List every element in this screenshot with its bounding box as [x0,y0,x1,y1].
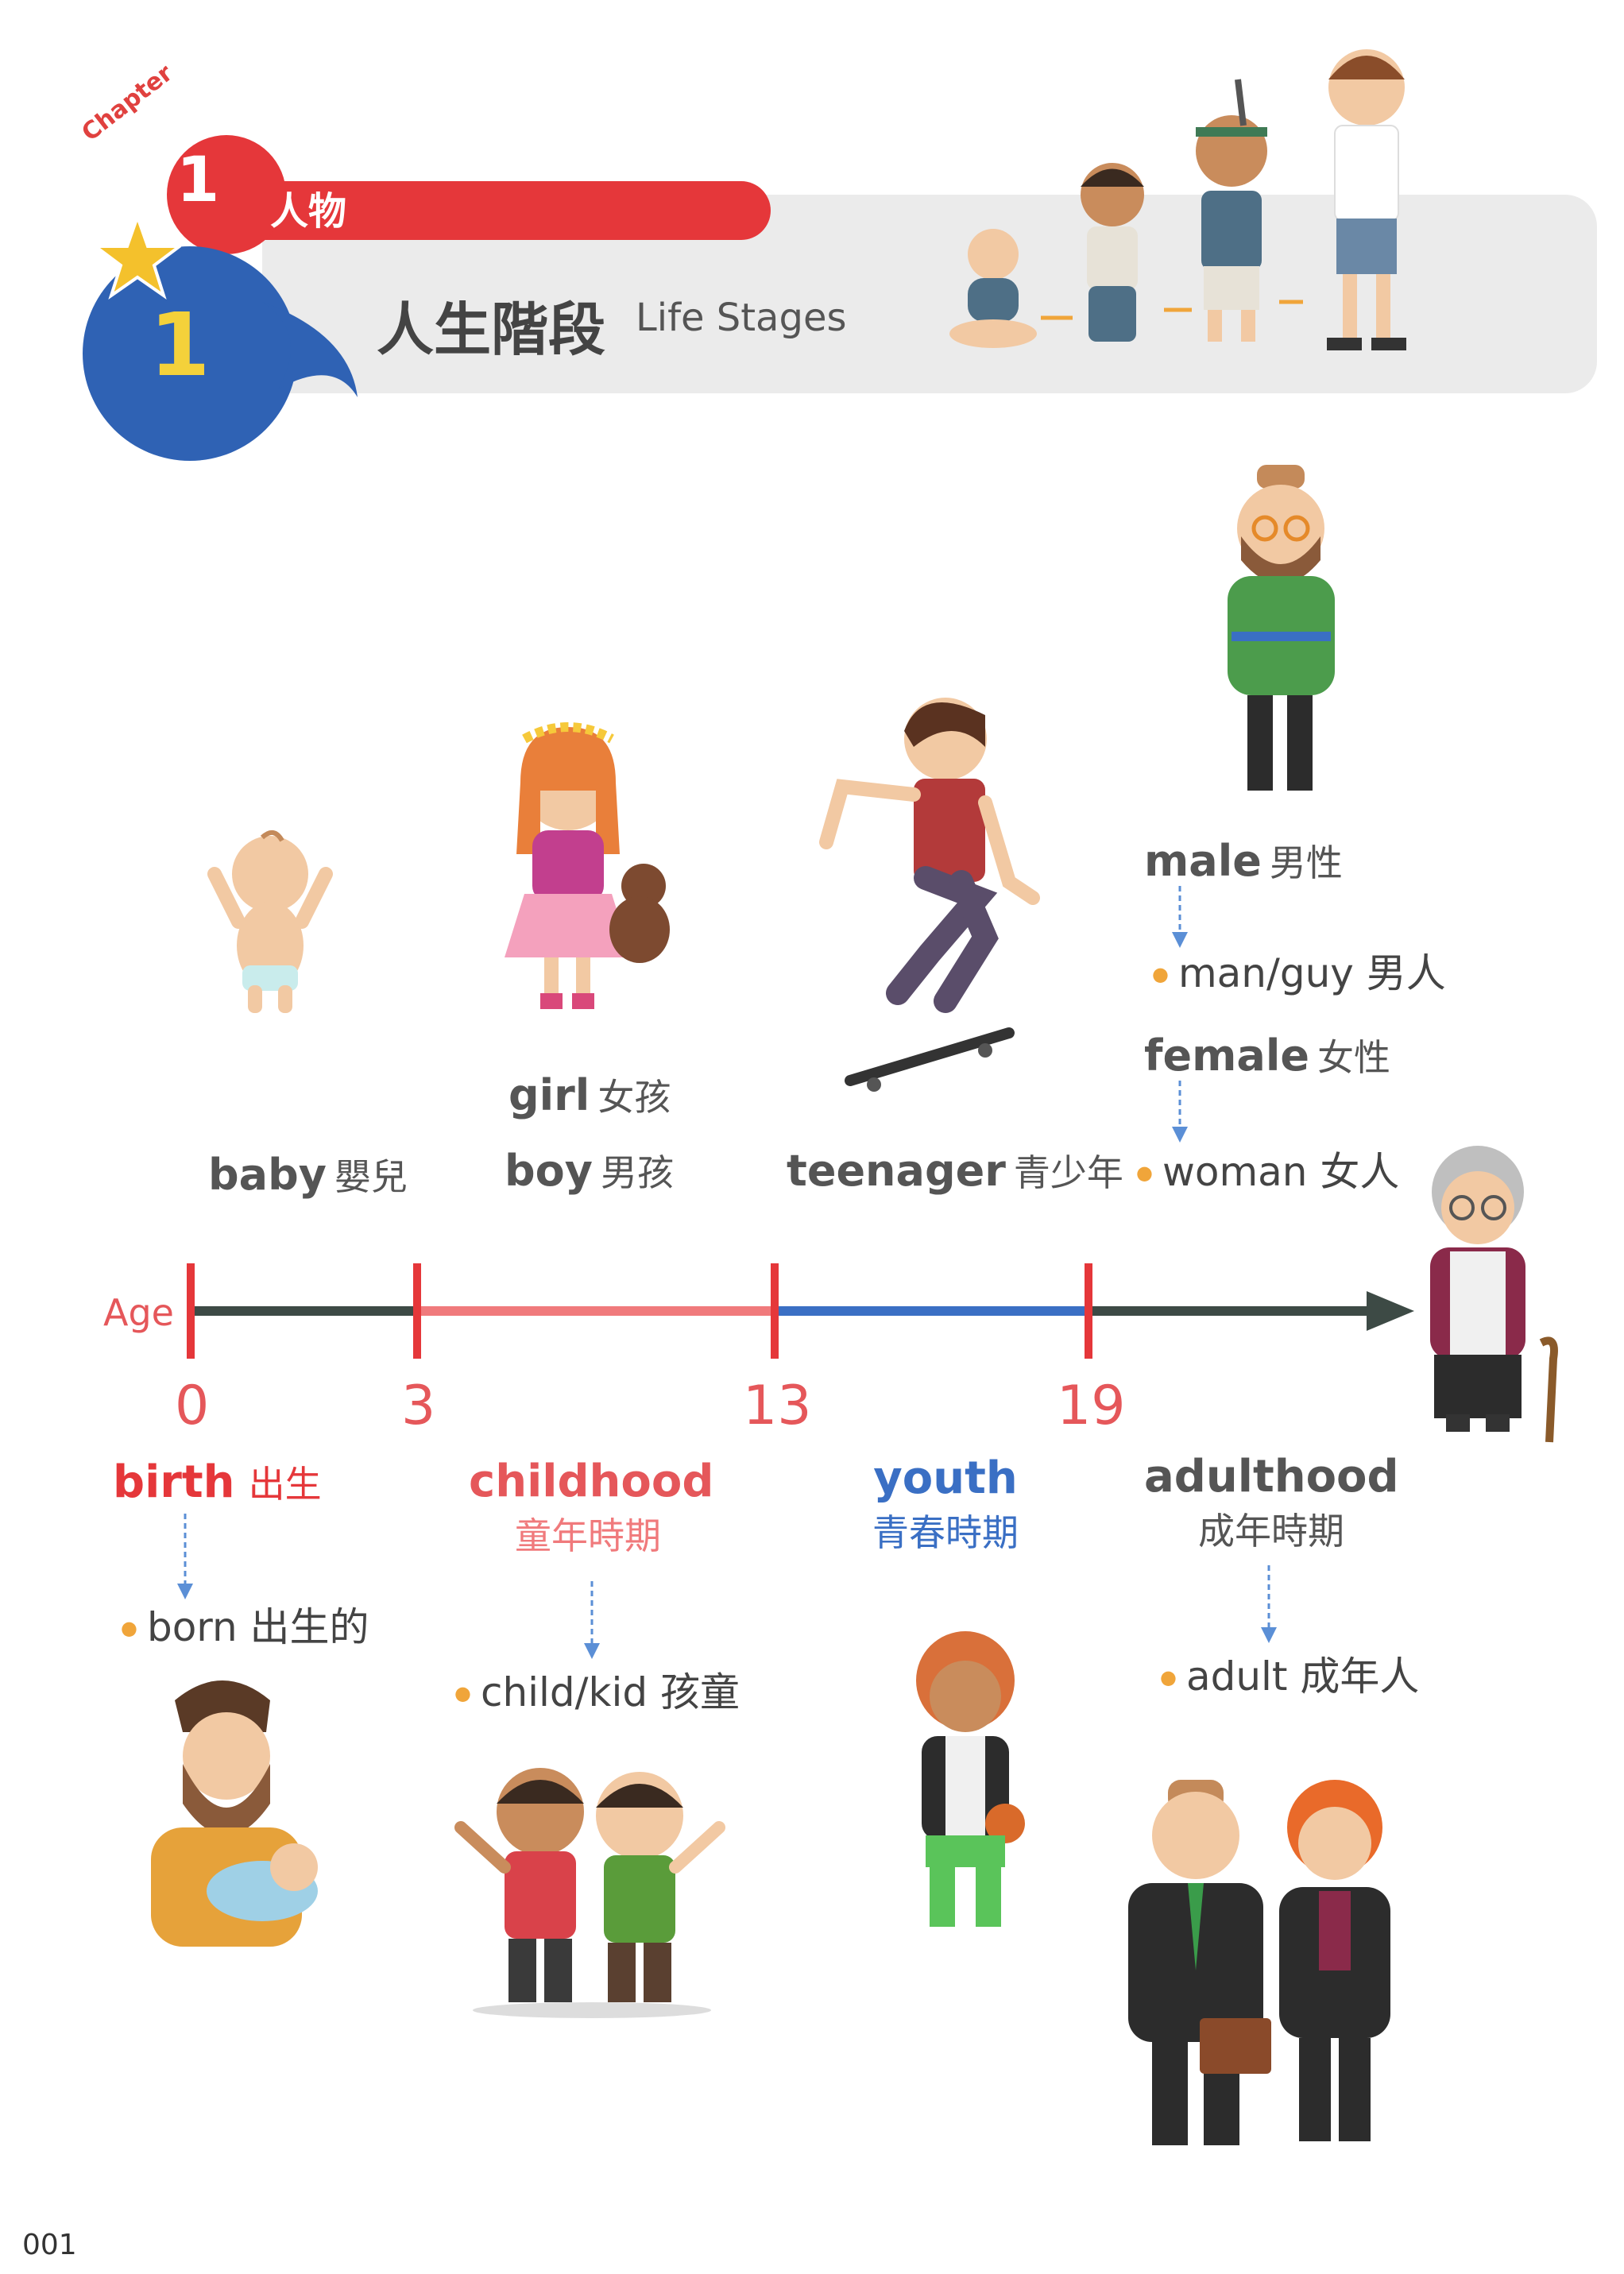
stage-childhood: childhood 童年時期 [469,1456,714,1557]
arrow-down-icon [584,1581,600,1659]
word-teenager: teenager 青少年 [787,1146,1123,1196]
word-boy: boy 男孩 [505,1146,674,1196]
youth-illustration [916,1631,1025,1927]
word-male: male 男性 [1144,836,1343,886]
word-man: man/guy 男人 [1152,942,1446,999]
teenager-illustration [819,698,1040,1092]
section-number: 1 [149,294,211,396]
children-illustration [454,1768,725,2018]
chapter-label: Chapter [76,59,179,147]
arrow-down-icon [177,1514,193,1599]
tick-label-13: 13 [743,1375,812,1437]
growing-boy-illustration [949,49,1406,350]
arrow-down-icon [1172,886,1188,948]
page-number: 001 [22,2229,77,2261]
chapter-number-badge [167,135,286,254]
chapter-title: 人物 [270,189,347,234]
arrow-down-icon [1172,1081,1188,1143]
word-girl: girl 女孩 [508,1070,671,1120]
tick-label-19: 19 [1057,1375,1126,1437]
baby-illustration [207,830,333,1013]
word-adult: adult 成年人 [1160,1645,1419,1702]
arrow-down-icon [1261,1565,1277,1643]
old-woman-illustration [1430,1146,1558,1443]
word-female: female 女性 [1144,1031,1390,1081]
axis-label: Age [103,1291,174,1334]
man-illustration [1228,465,1335,791]
adults-illustration [1128,1780,1390,2145]
word-woman: woman 女人 [1136,1140,1399,1197]
tick-label-0: 0 [175,1375,210,1437]
father-with-baby-illustration [151,1680,318,1947]
stage-adulthood: adulthood 成年時期 [1144,1451,1399,1553]
star-icon [94,213,181,300]
section-subtitle: Life Stages [636,296,847,340]
chapter-bar [191,181,771,240]
stage-birth: birth 出生 [113,1456,322,1508]
word-child: child/kid 孩童 [454,1661,740,1718]
age-timeline [187,1263,1414,1359]
word-born: born 出生的 [121,1595,369,1653]
tick-label-3: 3 [401,1375,436,1437]
chapter-number: 1 [176,145,220,216]
word-baby: baby 嬰兒 [208,1150,408,1200]
girl-illustration [505,722,670,1009]
section-title: 人生階段 [377,296,606,363]
stage-youth: youth 青春時期 [872,1452,1019,1554]
speech-tail-icon [262,302,358,397]
